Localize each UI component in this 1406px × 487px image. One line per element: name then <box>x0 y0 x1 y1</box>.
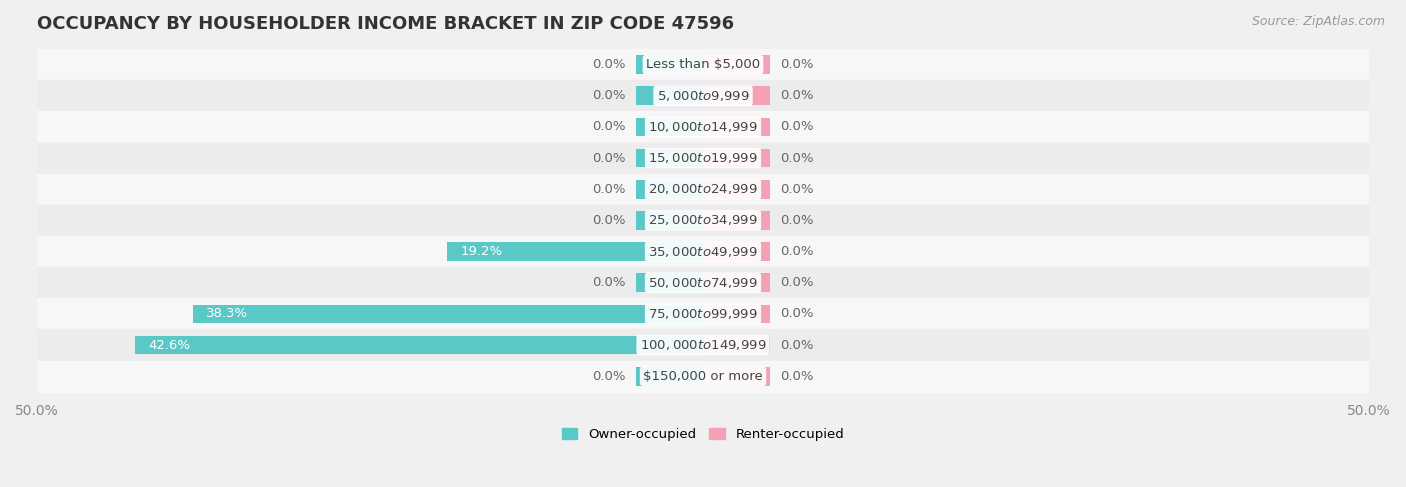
Bar <box>703 242 769 261</box>
Text: 0.0%: 0.0% <box>780 307 814 320</box>
Bar <box>703 211 769 230</box>
Text: 0.0%: 0.0% <box>780 370 814 383</box>
Text: 0.0%: 0.0% <box>592 89 626 102</box>
Bar <box>637 211 703 230</box>
Bar <box>193 304 703 323</box>
Bar <box>637 118 703 136</box>
Bar <box>703 336 769 355</box>
Text: 0.0%: 0.0% <box>592 214 626 227</box>
Bar <box>703 56 769 74</box>
Bar <box>37 205 1369 236</box>
Bar <box>37 174 1369 205</box>
Text: $100,000 to $149,999: $100,000 to $149,999 <box>640 338 766 352</box>
Text: 0.0%: 0.0% <box>780 276 814 289</box>
Bar <box>703 118 769 136</box>
Bar <box>637 149 703 168</box>
Legend: Owner-occupied, Renter-occupied: Owner-occupied, Renter-occupied <box>558 424 848 445</box>
Text: 0.0%: 0.0% <box>592 370 626 383</box>
Bar <box>703 180 769 199</box>
Text: 0.0%: 0.0% <box>780 58 814 71</box>
Text: 42.6%: 42.6% <box>149 338 191 352</box>
Text: 0.0%: 0.0% <box>780 151 814 165</box>
Text: $50,000 to $74,999: $50,000 to $74,999 <box>648 276 758 290</box>
Bar <box>703 87 769 105</box>
Text: $15,000 to $19,999: $15,000 to $19,999 <box>648 151 758 165</box>
Bar <box>703 367 769 386</box>
Text: $5,000 to $9,999: $5,000 to $9,999 <box>657 89 749 103</box>
Bar <box>37 49 1369 80</box>
Text: $35,000 to $49,999: $35,000 to $49,999 <box>648 244 758 259</box>
Bar <box>703 304 769 323</box>
Bar <box>37 330 1369 360</box>
Text: 0.0%: 0.0% <box>780 183 814 196</box>
Text: $20,000 to $24,999: $20,000 to $24,999 <box>648 182 758 196</box>
Text: 0.0%: 0.0% <box>780 245 814 258</box>
Text: Less than $5,000: Less than $5,000 <box>645 58 761 71</box>
Text: Source: ZipAtlas.com: Source: ZipAtlas.com <box>1251 15 1385 28</box>
Bar <box>637 87 703 105</box>
Text: $25,000 to $34,999: $25,000 to $34,999 <box>648 213 758 227</box>
Bar <box>637 273 703 292</box>
Bar <box>37 299 1369 330</box>
Bar <box>37 236 1369 267</box>
Bar <box>37 143 1369 174</box>
Text: $10,000 to $14,999: $10,000 to $14,999 <box>648 120 758 134</box>
Text: 0.0%: 0.0% <box>780 338 814 352</box>
Bar <box>447 242 703 261</box>
Text: 0.0%: 0.0% <box>592 120 626 133</box>
Text: OCCUPANCY BY HOUSEHOLDER INCOME BRACKET IN ZIP CODE 47596: OCCUPANCY BY HOUSEHOLDER INCOME BRACKET … <box>37 15 734 33</box>
Bar <box>135 336 703 355</box>
Bar <box>37 360 1369 392</box>
Text: 38.3%: 38.3% <box>207 307 249 320</box>
Text: 0.0%: 0.0% <box>592 183 626 196</box>
Bar <box>703 149 769 168</box>
Text: $150,000 or more: $150,000 or more <box>643 370 763 383</box>
Text: 0.0%: 0.0% <box>592 151 626 165</box>
Text: 0.0%: 0.0% <box>592 58 626 71</box>
Text: 0.0%: 0.0% <box>592 276 626 289</box>
Text: 0.0%: 0.0% <box>780 89 814 102</box>
Bar <box>37 112 1369 143</box>
Bar <box>637 367 703 386</box>
Bar <box>637 56 703 74</box>
Bar <box>37 267 1369 299</box>
Bar <box>37 80 1369 112</box>
Text: 0.0%: 0.0% <box>780 120 814 133</box>
Bar <box>703 273 769 292</box>
Bar <box>637 180 703 199</box>
Text: $75,000 to $99,999: $75,000 to $99,999 <box>648 307 758 321</box>
Text: 0.0%: 0.0% <box>780 214 814 227</box>
Text: 19.2%: 19.2% <box>461 245 503 258</box>
